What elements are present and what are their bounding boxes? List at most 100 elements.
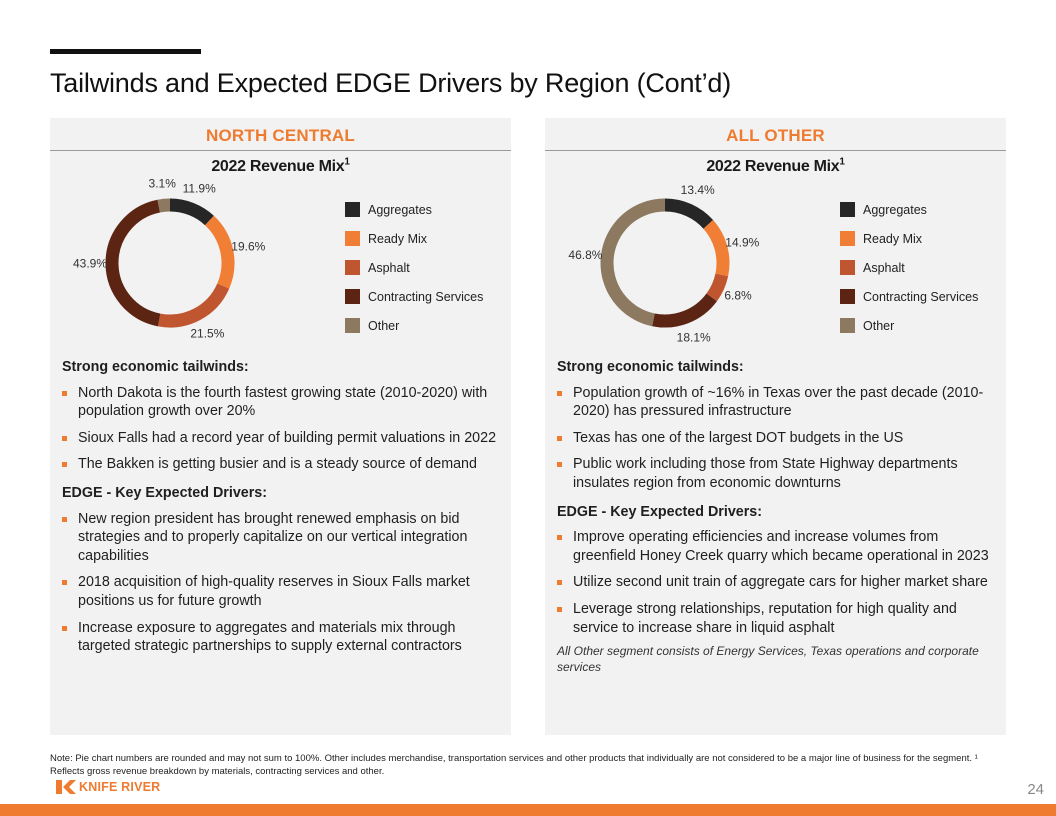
list-item-text: Leverage strong relationships, reputatio… (573, 600, 957, 636)
legend-swatch (840, 318, 855, 333)
footnote-marker: 1 (839, 156, 845, 168)
list-item-text: Texas has one of the largest DOT budgets… (573, 429, 904, 446)
north-central-panel: NORTH CENTRAL 2022 Revenue Mix1 11.9% 19.… (50, 118, 511, 735)
list-item-text: Public work including those from State H… (573, 456, 958, 491)
bullet-square-icon (557, 606, 562, 612)
bullet-square-icon (62, 462, 67, 468)
list-item: Increase exposure to aggregates and mate… (62, 619, 499, 656)
all-other-panel: ALL OTHER 2022 Revenue Mix1 13.4% 14.9% 6.… (545, 118, 1006, 735)
list-item: Improve operating efficiencies and incre… (557, 528, 994, 565)
revenue-mix-donut-chart: 13.4% 14.9% 6.8% 18.1% 46.8% (568, 183, 759, 345)
legend-swatch (345, 289, 360, 304)
data-label-ready-mix: 19.6% (231, 240, 265, 254)
data-label-contracting-services: 18.1% (677, 331, 711, 345)
donut-slice-asphalt (157, 283, 230, 328)
logo-text: KNIFE RIVER (79, 780, 161, 794)
list-item: Population growth of ~16% in Texas over … (557, 384, 994, 421)
list-item: New region president has brought renewed… (62, 510, 499, 566)
region-divider (545, 150, 1006, 151)
list-item-text: 2018 acquisition of high-quality reserve… (78, 574, 470, 609)
title-rule (50, 49, 201, 54)
donut-slice-ready-mix (204, 215, 235, 289)
list-item: Sioux Falls had a record year of buildin… (62, 429, 499, 448)
list-item: Public work including those from State H… (557, 455, 994, 492)
region-title: ALL OTHER (726, 126, 825, 145)
data-label-asphalt: 21.5% (190, 327, 224, 341)
list-item: 2018 acquisition of high-quality reserve… (62, 573, 499, 610)
bullet-square-icon (62, 516, 67, 522)
revenue-mix-title-text: 2022 Revenue Mix (706, 158, 840, 175)
legend-swatch (840, 202, 855, 217)
revenue-mix-title-text: 2022 Revenue Mix (211, 158, 345, 175)
list-item: Utilize second unit train of aggregate c… (557, 573, 994, 592)
bullet-square-icon (557, 435, 562, 441)
donut-slice-asphalt (706, 273, 729, 302)
revenue-mix-donut-chart: 11.9% 19.6% 21.5% 43.9% 3.1% (73, 176, 266, 341)
bullet-square-icon (62, 625, 67, 631)
legend-label: Ready Mix (368, 231, 428, 246)
page-number: 24 (1027, 781, 1044, 798)
drivers-list: New region president has brought renewed… (62, 510, 499, 656)
legend-label: Aggregates (863, 202, 927, 217)
legend-swatch (345, 202, 360, 217)
donut-slice-ready-mix (703, 220, 730, 277)
legend-swatch (345, 318, 360, 333)
chart-legend: Aggregates Ready Mix Asphalt Contracting… (840, 195, 978, 340)
legend-swatch (840, 289, 855, 304)
legend-item-aggregates: Aggregates (840, 195, 978, 224)
legend-label: Aggregates (368, 202, 432, 217)
list-item-text: Population growth of ~16% in Texas over … (573, 384, 984, 420)
legend-label: Other (368, 318, 400, 333)
donut-slice-contracting-services (652, 293, 717, 328)
data-label-other: 3.1% (149, 176, 177, 190)
legend-item-asphalt: Asphalt (345, 253, 483, 282)
footnote-marker: 1 (344, 156, 350, 168)
segment-note: All Other segment consists of Energy Ser… (557, 644, 979, 674)
region-divider (50, 150, 511, 151)
page-title: Tailwinds and Expected EDGE Drivers by R… (50, 68, 731, 98)
bullet-square-icon (557, 535, 562, 541)
region-details: Strong economic tailwinds: Population gr… (557, 358, 994, 675)
data-label-contracting-services: 43.9% (73, 256, 107, 270)
list-item: Leverage strong relationships, reputatio… (557, 600, 994, 637)
list-item: The Bakken is getting busier and is a st… (62, 455, 499, 474)
list-item-text: Utilize second unit train of aggregate c… (573, 574, 988, 591)
legend-swatch (840, 260, 855, 275)
footnote: Note: Pie chart numbers are rounded and … (50, 753, 978, 777)
bullet-square-icon (62, 580, 67, 586)
drivers-heading: EDGE - Key Expected Drivers: (62, 484, 268, 501)
list-item-text: The Bakken is getting busier and is a st… (78, 456, 477, 473)
donut-slice-aggregates (169, 198, 214, 226)
donut-slice-contracting-services (105, 199, 161, 327)
legend-label: Ready Mix (863, 231, 923, 246)
legend-swatch (345, 260, 360, 275)
drivers-heading: EDGE - Key Expected Drivers: (557, 503, 763, 520)
list-item-text: Sioux Falls had a record year of buildin… (78, 429, 497, 446)
data-label-aggregates: 13.4% (681, 183, 715, 197)
revenue-mix-title: 2022 Revenue Mix1 (545, 156, 1006, 176)
tailwinds-heading: Strong economic tailwinds: (62, 359, 249, 375)
donut-slice-other (600, 198, 666, 327)
list-item-text: North Dakota is the fourth fastest growi… (78, 384, 488, 420)
data-label-asphalt: 6.8% (724, 289, 752, 303)
bullet-square-icon (62, 435, 67, 441)
bottom-accent-bar (0, 804, 1056, 816)
region-title: NORTH CENTRAL (206, 126, 355, 145)
list-item-text: New region president has brought renewed… (78, 510, 468, 564)
legend-item-contracting-services: Contracting Services (345, 282, 483, 311)
bullet-square-icon (62, 390, 67, 396)
knife-river-logo-icon (56, 780, 76, 794)
data-label-aggregates: 11.9% (183, 182, 216, 196)
donut-slice-other (157, 198, 171, 213)
legend-item-aggregates: Aggregates (345, 195, 483, 224)
donut-slice-aggregates (664, 198, 714, 229)
company-logo: KNIFE RIVER (56, 780, 160, 794)
legend-item-ready-mix: Ready Mix (345, 224, 483, 253)
bullet-square-icon (557, 390, 562, 396)
list-item-text: Increase exposure to aggregates and mate… (78, 619, 462, 655)
legend-swatch (840, 231, 855, 246)
legend-item-asphalt: Asphalt (840, 253, 978, 282)
legend-item-ready-mix: Ready Mix (840, 224, 978, 253)
legend-label: Asphalt (368, 260, 410, 275)
legend-item-other: Other (840, 311, 978, 340)
